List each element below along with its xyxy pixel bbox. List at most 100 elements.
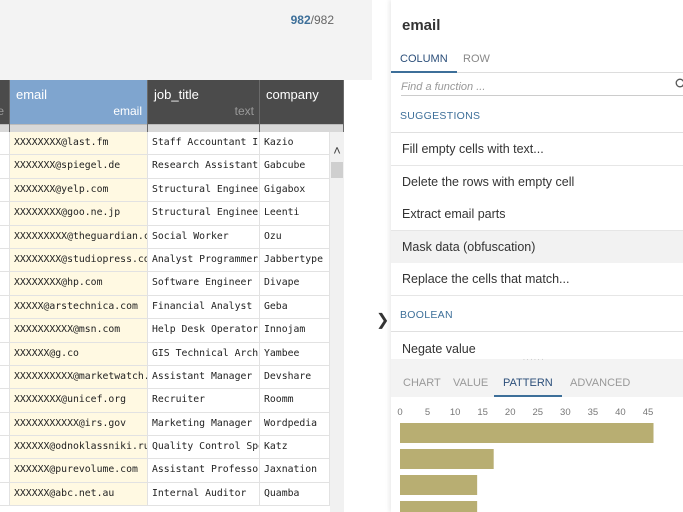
cell-company[interactable]: Jabbertype [260,248,330,272]
table-row[interactable]: XXXXXXXX@last.fm Staff Accountant III Kazi… [0,132,330,156]
cell-company[interactable]: Ozu [260,225,330,248]
table-row[interactable]: XXXXXXX@yelp.com Structural Engineer Gigab… [0,178,330,203]
cell-job-title[interactable]: Marketing Manager [148,412,260,436]
cell-email[interactable]: XXXXXXXXXX@marketwatch.com [10,365,148,389]
table-row[interactable]: XXXXXXXX@unicef.org Recruiter Roomm [0,389,330,413]
cell-company[interactable]: Leenti [260,202,330,225]
cell-job-title[interactable]: Research Assistant II [148,155,260,178]
cell-job-title[interactable]: Software Engineer III [148,272,260,295]
cell-company[interactable]: Wordpedia [260,412,330,436]
cell-job-title[interactable]: Analyst Programmer [148,248,260,272]
cell-company[interactable]: Quamba [260,482,330,506]
search-icon[interactable] [675,78,683,90]
cell-company[interactable]: Gigabox [260,178,330,202]
cell-previous-column[interactable] [0,225,10,248]
cell-email[interactable]: XXXXXX@purevolume.com [10,459,148,482]
cell-job-title[interactable]: Structural Engineer [148,178,260,202]
cell-company[interactable]: Divape [260,272,330,295]
cell-previous-column[interactable] [0,412,10,436]
tab-value[interactable]: VALUE [453,377,489,389]
resize-handle[interactable]: ˙˙˙˙˙˙ [523,358,545,367]
cell-company[interactable]: Gabcube [260,155,330,178]
cell-email[interactable]: XXXXXXXXXX@msn.com [10,319,148,342]
column-header-email[interactable]: email email [10,80,148,132]
pattern-bar[interactable] [400,501,478,512]
function-suggestion-item[interactable]: Replace the cells that match... [391,263,683,297]
cell-previous-column[interactable] [0,178,10,202]
cell-company[interactable]: Devshare [260,365,330,389]
cell-email[interactable]: XXXXXXXX@last.fm [10,132,148,155]
cell-previous-column[interactable] [0,272,10,295]
cell-email[interactable]: XXXXXXXX@studiopress.com [10,248,148,272]
function-suggestion-item[interactable]: Delete the rows with empty cell [391,165,683,199]
table-row[interactable]: XXXXXXXX@goo.ne.jp Structural Engineer Lee… [0,202,330,226]
scroll-thumb[interactable] [331,162,343,178]
function-search-input[interactable] [401,78,683,96]
function-suggestion-item[interactable]: Fill empty cells with text... [391,133,683,166]
pattern-bar[interactable] [400,475,478,495]
table-row[interactable]: XXXXXXXX@studiopress.com Analyst Programm… [0,248,330,273]
cell-job-title[interactable]: Internal Auditor [148,482,260,506]
cell-email[interactable]: XXXXXXXX@hp.com [10,272,148,295]
cell-previous-column[interactable] [0,248,10,272]
column-header-job-title[interactable]: job_title text [148,80,260,132]
cell-previous-column[interactable] [0,319,10,342]
cell-previous-column[interactable] [0,482,10,506]
cell-email[interactable]: XXXXXXXXXXX@irs.gov [10,412,148,436]
table-row[interactable]: XXXXXXXXXX@msn.com Help Desk Operator Inno… [0,319,330,343]
cell-email[interactable]: XXXXX@arstechnica.com [10,295,148,319]
cell-email[interactable]: XXXXXXXX@unicef.org [10,389,148,412]
cell-company[interactable]: Kazio [260,132,330,155]
cell-company[interactable]: Geba [260,295,330,319]
cell-previous-column[interactable] [0,436,10,459]
cell-job-title[interactable]: Structural Engineer [148,202,260,225]
cell-job-title[interactable]: Quality Control Specialist [148,436,260,459]
cell-previous-column[interactable] [0,132,10,155]
cell-job-title[interactable]: Recruiter [148,389,260,412]
scroll-up-icon[interactable]: ˄ [333,143,341,158]
cell-email[interactable]: XXXXXX@abc.net.au [10,482,148,506]
cell-email[interactable]: XXXXXXXX@goo.ne.jp [10,202,148,225]
cell-email[interactable]: XXXXXX@odnoklassniki.ru [10,436,148,459]
cell-previous-column[interactable] [0,342,10,365]
cell-job-title[interactable]: Help Desk Operator [148,319,260,342]
cell-email[interactable]: XXXXXXX@yelp.com [10,178,148,202]
table-row[interactable]: XXXXXX@purevolume.com Assistant Professor… [0,459,330,483]
tab-column[interactable]: COLUMN [391,48,457,73]
cell-company[interactable]: Innojam [260,319,330,342]
function-suggestion-item[interactable]: Extract email parts [391,198,683,232]
cell-company[interactable]: Roomm [260,389,330,412]
table-row[interactable]: XXXXXXXXXXX@irs.gov Marketing Manager Word… [0,412,330,437]
tab-advanced[interactable]: ADVANCED [570,377,631,389]
table-row[interactable]: XXXXXX@odnoklassniki.ru Quality Control S… [0,436,330,460]
cell-previous-column[interactable] [0,202,10,225]
cell-email[interactable]: XXXXXXX@spiegel.de [10,155,148,178]
cell-job-title[interactable]: Assistant Professor [148,459,260,482]
chevron-right-icon[interactable]: ❯ [376,312,390,329]
table-row[interactable]: XXXXX@arstechnica.com Financial Analyst Ge… [0,295,330,320]
cell-email[interactable]: XXXXXXXXX@theguardian.com [10,225,148,248]
tab-row[interactable]: ROW [463,53,490,65]
cell-job-title[interactable]: Assistant Manager [148,365,260,389]
pattern-bar[interactable] [400,449,494,469]
cell-previous-column[interactable] [0,389,10,412]
cell-company[interactable]: Jaxnation [260,459,330,482]
cell-email[interactable]: XXXXXX@g.co [10,342,148,365]
tab-chart[interactable]: CHART [403,377,441,389]
cell-previous-column[interactable] [0,155,10,178]
grid-scrollbar[interactable]: ˄ [330,132,344,512]
column-header-company[interactable]: company [260,80,344,132]
cell-job-title[interactable]: Staff Accountant III [148,132,260,155]
cell-company[interactable]: Yambee [260,342,330,365]
function-suggestion-item[interactable]: Mask data (obfuscation) [391,230,683,264]
table-row[interactable]: XXXXXXXXX@theguardian.com Social Worker Oz… [0,225,330,249]
table-row[interactable]: XXXXXX@abc.net.au Internal Auditor Quamba [0,482,330,507]
tab-pattern[interactable]: PATTERN [494,371,562,397]
cell-job-title[interactable]: Financial Analyst [148,295,260,319]
cell-previous-column[interactable] [0,365,10,389]
cell-company[interactable]: Katz [260,436,330,459]
